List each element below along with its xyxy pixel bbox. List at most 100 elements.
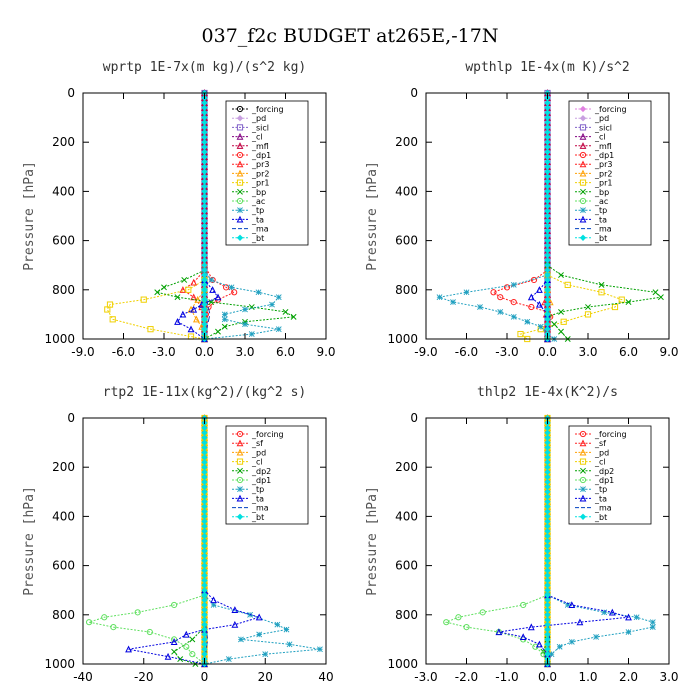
y-tick-label: 600 — [395, 234, 418, 248]
legend-marker — [236, 215, 244, 223]
x-tick-label: -9.0 — [414, 345, 437, 359]
series-point — [490, 289, 497, 296]
x-tick-label: 6.0 — [619, 345, 638, 359]
y-tick-label: 1000 — [44, 332, 75, 346]
legend-marker — [236, 160, 244, 168]
series-point — [598, 289, 605, 296]
x-tick-label: -2.0 — [455, 670, 478, 684]
legend-label: _cl — [251, 458, 263, 467]
series-point — [134, 609, 141, 616]
series-point — [584, 311, 592, 318]
series-point — [520, 601, 527, 609]
series-point — [527, 293, 535, 301]
series-point — [170, 638, 178, 645]
series-point — [231, 606, 239, 613]
legend-marker — [579, 115, 587, 122]
legend-label: _ta — [251, 215, 264, 224]
series-point — [189, 651, 196, 658]
series-point — [255, 289, 262, 296]
legend-marker — [237, 486, 243, 493]
legend-marker — [579, 132, 587, 140]
series-point — [104, 306, 111, 313]
x-tick-label: -3.0 — [414, 670, 437, 684]
legend-label: _pr3 — [594, 160, 612, 169]
legend-label: _cl — [251, 133, 263, 142]
series-point — [598, 281, 605, 288]
x-tick-label: 0.0 — [538, 670, 557, 684]
legend-label: _forcing — [251, 430, 284, 439]
series-point — [530, 276, 538, 284]
series-point — [210, 602, 217, 608]
legend-label: _dp1 — [594, 151, 614, 160]
series-point — [262, 651, 269, 658]
y-tick-label: 800 — [395, 283, 418, 297]
y-tick-label: 200 — [52, 135, 75, 149]
x-tick-label: 3.0 — [578, 345, 597, 359]
series-point — [568, 601, 576, 609]
legend-marker — [236, 124, 244, 131]
chart-panel-3: rtp2 1E-11x(kg^2)/(kg^2 s) Pressure [hPa]… — [22, 385, 334, 684]
series-point — [618, 296, 625, 303]
legend-label: _sf — [251, 439, 263, 448]
series-point — [527, 623, 535, 631]
series-point — [221, 316, 228, 323]
x-tick-label: 0.0 — [538, 345, 557, 359]
x-tick-label: 40 — [318, 670, 333, 684]
series-point — [625, 299, 632, 306]
chart-panel-1: wprtp 1E-7x(m kg)/(s^2 kg) Pressure [hPa]… — [22, 60, 336, 359]
series-point — [652, 289, 659, 296]
y-tick-label: 600 — [52, 234, 75, 248]
x-tick-label: -6.0 — [112, 345, 135, 359]
series-point — [181, 277, 188, 283]
series-point — [495, 628, 503, 636]
legend-label: _ac — [251, 197, 265, 206]
series-point — [171, 648, 178, 655]
legend-marker — [579, 234, 587, 241]
legend-marker — [579, 142, 587, 149]
x-tick-label: -3.0 — [152, 345, 175, 359]
panel-title: rtp2 1E-11x(kg^2)/(kg^2 s) — [103, 385, 307, 400]
x-tick-label: -1.0 — [495, 670, 518, 684]
series-point — [231, 620, 239, 628]
series-point — [537, 323, 544, 330]
legend-label: _tp — [251, 485, 264, 494]
legend-marker — [236, 458, 244, 465]
legend-marker — [579, 458, 587, 465]
legend-marker — [579, 124, 587, 131]
series-point — [317, 646, 323, 653]
series-point — [228, 284, 235, 291]
series-line — [190, 289, 205, 339]
series-point — [109, 316, 116, 323]
legend-label: _tp — [251, 206, 264, 215]
series-point — [510, 281, 517, 288]
legend-marker — [579, 151, 587, 159]
series-point — [283, 626, 290, 633]
series-point — [535, 640, 543, 648]
y-tick-label: 800 — [52, 608, 75, 622]
y-tick-label: 1000 — [44, 657, 75, 671]
legend-marker — [236, 430, 244, 438]
series-line — [498, 594, 629, 664]
series-point — [649, 619, 656, 626]
legend-marker — [236, 151, 244, 159]
y-tick-label: 0 — [410, 86, 418, 100]
series-group — [436, 89, 664, 343]
series-point — [147, 326, 154, 333]
legend: _forcing_pd_sicl_cl_mfl_dp1_pr3_pr2_pr1_… — [568, 100, 652, 246]
series-point — [556, 643, 563, 650]
chart-panel-4: thlp2 1E-4x(K^2)/s Pressure [hPa] -3.0 -2.0… — [365, 385, 679, 684]
series-point — [564, 602, 571, 608]
series-point — [450, 299, 456, 306]
x-tick-label: 9.0 — [659, 345, 678, 359]
series-point — [274, 621, 281, 628]
series-point — [190, 278, 198, 286]
panel-title: wprtp 1E-7x(m kg)/(s^2 kg) — [103, 60, 307, 75]
x-tick-label: 3.0 — [235, 345, 254, 359]
series-point — [214, 293, 222, 301]
series-point — [179, 310, 187, 318]
y-tick-label: 1000 — [387, 332, 418, 346]
chart-panels: wprtp 1E-7x(m kg)/(s^2 kg) Pressure [hPa]… — [22, 60, 679, 684]
series-point — [85, 619, 93, 626]
y-axis-label: Pressure [hPa] — [22, 161, 37, 271]
legend-marker — [237, 188, 243, 195]
